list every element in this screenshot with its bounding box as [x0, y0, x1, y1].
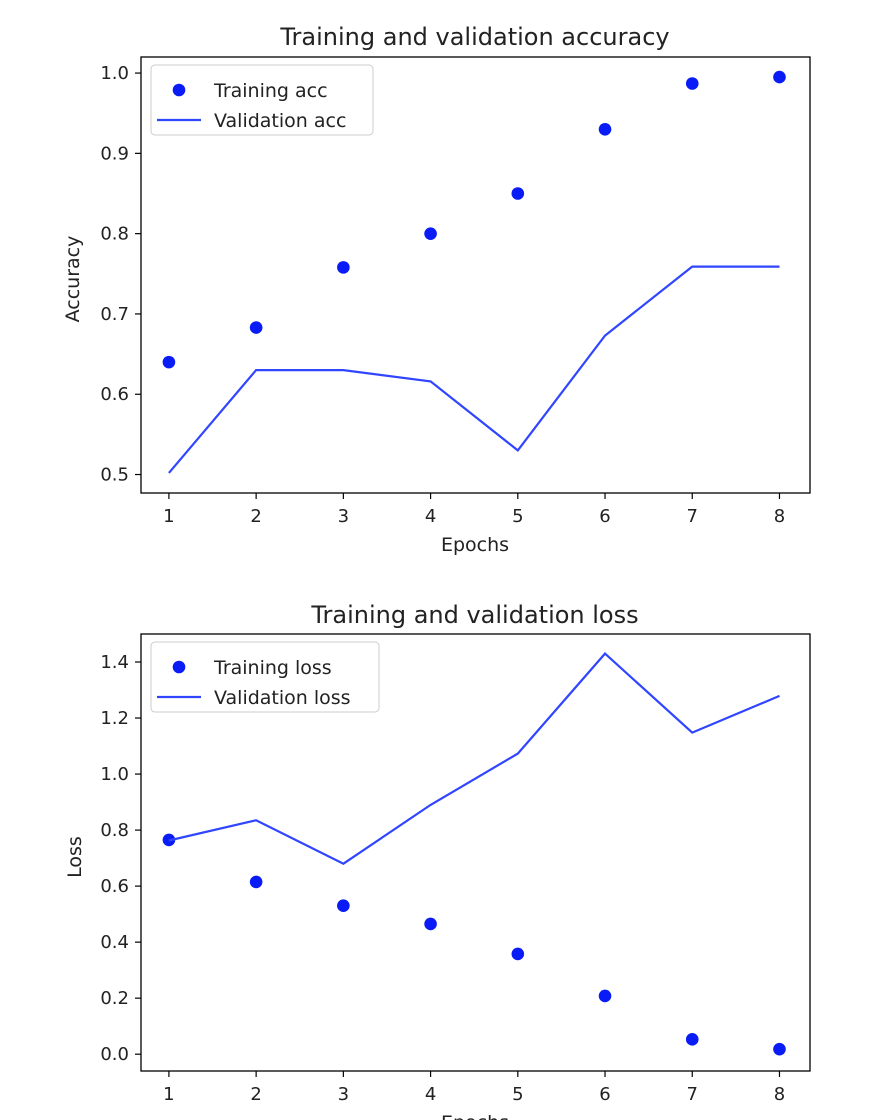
accuracy-y-tick-label: 0.8 [100, 224, 129, 245]
loss-y-axis-label: Loss [64, 836, 86, 878]
loss-x-tick-label: 3 [338, 1084, 349, 1105]
accuracy-validation-line [168, 265, 780, 474]
loss-legend-point-marker [172, 660, 186, 674]
loss-training-point [249, 875, 263, 889]
loss-x-tick-label: 7 [687, 1084, 698, 1105]
loss-chart-title: Training and validation loss [310, 601, 638, 629]
accuracy-chart: Training and validation accuracy Epochs … [62, 23, 811, 556]
loss-training-point [337, 899, 350, 913]
accuracy-training-point [511, 187, 525, 200]
loss-x-tick-label: 5 [512, 1084, 523, 1105]
loss-y-tick-label: 1.2 [100, 708, 129, 729]
loss-training-point [424, 917, 437, 931]
accuracy-y-tick-label: 0.5 [100, 465, 129, 486]
accuracy-chart-title: Training and validation accuracy [279, 23, 669, 51]
accuracy-legend-label: Validation acc [214, 110, 346, 132]
accuracy-training-point [773, 70, 786, 84]
loss-training-point [598, 989, 612, 1003]
accuracy-legend-point-marker [172, 83, 186, 97]
loss-y-tick-label: 1.4 [100, 652, 129, 673]
accuracy-x-tick-label: 2 [250, 506, 261, 527]
loss-chart: Training and validation loss Epochs Loss… [64, 601, 811, 1120]
loss-y-tick-label: 0.6 [100, 876, 129, 897]
accuracy-x-tick-label: 6 [599, 506, 610, 527]
accuracy-training-point [162, 355, 176, 369]
loss-training-point [685, 1033, 699, 1046]
accuracy-legend-label: Training acc [213, 80, 328, 102]
loss-x-tick-label: 4 [425, 1084, 436, 1105]
accuracy-plot-frame [140, 56, 811, 494]
loss-y-tick-label: 0.4 [100, 932, 129, 953]
accuracy-y-tick-label: 0.6 [100, 384, 129, 405]
loss-legend-label: Training loss [213, 657, 332, 679]
accuracy-x-tick-label: 4 [425, 506, 436, 527]
loss-plot-frame [140, 633, 811, 1072]
loss-validation-line [168, 652, 780, 865]
accuracy-y-tick-label: 0.9 [100, 143, 129, 164]
accuracy-training-point [424, 227, 437, 240]
loss-y-tick-label: 0.2 [100, 988, 129, 1009]
accuracy-y-tick-label: 0.7 [100, 304, 129, 325]
accuracy-x-tick-label: 7 [687, 506, 698, 527]
accuracy-x-tick-label: 5 [512, 506, 523, 527]
loss-x-tick-label: 6 [599, 1084, 610, 1105]
accuracy-training-point [337, 261, 350, 274]
loss-y-tick-label: 0.0 [100, 1044, 129, 1065]
accuracy-training-point [598, 122, 612, 136]
loss-y-tick-label: 1.0 [100, 764, 129, 785]
loss-x-tick-label: 8 [774, 1084, 785, 1105]
accuracy-training-point [249, 321, 263, 334]
accuracy-training-point [685, 77, 699, 90]
accuracy-x-tick-label: 1 [163, 506, 174, 527]
loss-training-point [773, 1042, 786, 1056]
accuracy-y-tick-label: 1.0 [100, 63, 129, 84]
loss-legend [150, 641, 380, 713]
loss-x-tick-label: 2 [250, 1084, 261, 1105]
loss-training-point [511, 947, 525, 961]
loss-x-axis-label: Epochs [441, 1112, 509, 1120]
accuracy-x-tick-label: 8 [774, 506, 785, 527]
accuracy-y-axis-label: Accuracy [62, 236, 84, 323]
loss-x-tick-label: 1 [163, 1084, 174, 1105]
accuracy-x-axis-label: Epochs [441, 534, 509, 556]
loss-y-tick-label: 0.8 [100, 820, 129, 841]
accuracy-legend [150, 64, 374, 136]
loss-legend-label: Validation loss [214, 687, 351, 709]
accuracy-x-tick-label: 3 [338, 506, 349, 527]
